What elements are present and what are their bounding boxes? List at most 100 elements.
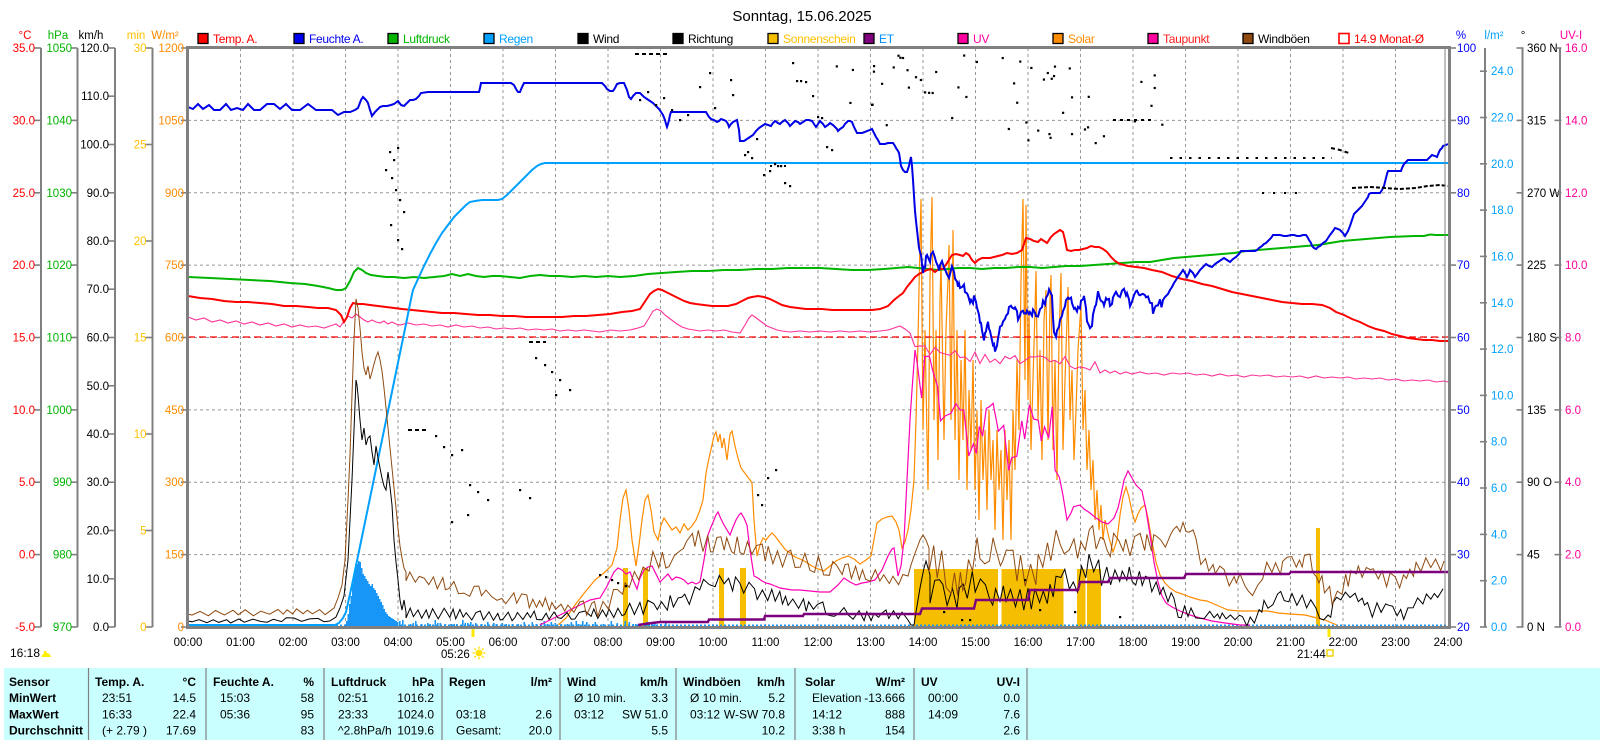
svg-text:10.0: 10.0 — [1565, 260, 1587, 272]
svg-text:16:33: 16:33 — [102, 708, 132, 722]
svg-text:20:00: 20:00 — [1224, 637, 1253, 649]
svg-text:06:00: 06:00 — [489, 637, 518, 649]
svg-text:03:12: 03:12 — [574, 708, 604, 722]
svg-text:270 W: 270 W — [1527, 188, 1560, 200]
svg-text:UV: UV — [921, 675, 938, 689]
svg-text:135: 135 — [1527, 405, 1546, 417]
svg-text:16:18: 16:18 — [10, 646, 40, 660]
svg-text:21:44: 21:44 — [1297, 649, 1326, 661]
svg-text:180 S: 180 S — [1527, 333, 1557, 345]
svg-text:30: 30 — [1457, 550, 1470, 562]
svg-text:154: 154 — [885, 724, 905, 738]
svg-text:W/m²: W/m² — [876, 675, 905, 689]
svg-text:Wind: Wind — [593, 32, 619, 46]
svg-text:2.6: 2.6 — [1003, 724, 1020, 738]
svg-text:45: 45 — [1527, 550, 1540, 562]
svg-text:83: 83 — [301, 724, 315, 738]
svg-text:09:00: 09:00 — [646, 637, 675, 649]
svg-text:1030: 1030 — [46, 188, 72, 200]
svg-text:40: 40 — [1457, 477, 1470, 489]
svg-text:W-SW 70.8: W-SW 70.8 — [724, 708, 785, 722]
svg-text:10.0: 10.0 — [13, 405, 35, 417]
svg-text:UV: UV — [973, 32, 989, 46]
svg-text:90 O: 90 O — [1527, 477, 1552, 489]
svg-text:03:12: 03:12 — [690, 708, 720, 722]
svg-text:02:00: 02:00 — [279, 637, 308, 649]
svg-text:15:03: 15:03 — [220, 691, 250, 705]
svg-text:50.0: 50.0 — [87, 381, 109, 393]
svg-text:100: 100 — [1457, 43, 1476, 55]
svg-text:0: 0 — [140, 622, 146, 634]
svg-text:Feuchte A.: Feuchte A. — [309, 32, 363, 46]
svg-text:Temp. A.: Temp. A. — [213, 32, 257, 46]
svg-text:°: ° — [1521, 30, 1526, 42]
svg-text:14:00: 14:00 — [909, 637, 938, 649]
svg-text:25.0: 25.0 — [13, 188, 35, 200]
svg-text:14.9 Monat-Ø: 14.9 Monat-Ø — [1354, 32, 1424, 46]
svg-text:1050: 1050 — [158, 115, 184, 127]
svg-text:22:00: 22:00 — [1329, 637, 1358, 649]
svg-text:1020: 1020 — [46, 260, 72, 272]
svg-text:70: 70 — [1457, 260, 1470, 272]
svg-text:970: 970 — [53, 622, 72, 634]
svg-text:%: % — [1456, 30, 1466, 42]
svg-text:60.0: 60.0 — [87, 333, 109, 345]
svg-text:05:00: 05:00 — [436, 637, 465, 649]
svg-text:0.0: 0.0 — [93, 622, 109, 634]
svg-text:1050: 1050 — [46, 43, 72, 55]
svg-text:km/h: km/h — [79, 30, 104, 42]
svg-text:30.0: 30.0 — [13, 115, 35, 127]
svg-text:11:00: 11:00 — [752, 637, 780, 649]
svg-text:80.0: 80.0 — [87, 236, 109, 248]
svg-text:Gesamt:: Gesamt: — [456, 724, 501, 738]
svg-text:14.0: 14.0 — [1491, 298, 1513, 310]
svg-text:Richtung: Richtung — [688, 32, 733, 46]
svg-text:100.0: 100.0 — [80, 140, 109, 152]
svg-text:15.0: 15.0 — [13, 333, 35, 345]
svg-text:19:00: 19:00 — [1171, 637, 1200, 649]
svg-text:6.0: 6.0 — [1565, 405, 1581, 417]
svg-text:Windböen: Windböen — [1258, 32, 1310, 46]
svg-text:-5.0: -5.0 — [15, 622, 35, 634]
svg-text:980: 980 — [53, 550, 72, 562]
svg-text:km/h: km/h — [640, 675, 668, 689]
svg-text:^2.8hPa/h: ^2.8hPa/h — [338, 724, 392, 738]
svg-text:04:00: 04:00 — [384, 637, 413, 649]
svg-text:12.0: 12.0 — [1565, 188, 1587, 200]
svg-text:6.0: 6.0 — [1491, 483, 1507, 495]
svg-text:90.0: 90.0 — [87, 188, 109, 200]
svg-text:Solar: Solar — [805, 675, 835, 689]
svg-text:300: 300 — [165, 477, 184, 489]
svg-text:80: 80 — [1457, 188, 1470, 200]
svg-text:l/m²: l/m² — [531, 675, 552, 689]
svg-text:03:18: 03:18 — [456, 708, 486, 722]
svg-text:1010: 1010 — [46, 333, 72, 345]
svg-text:30: 30 — [134, 43, 147, 55]
svg-text:17:00: 17:00 — [1066, 637, 1095, 649]
svg-text:3.3: 3.3 — [651, 691, 668, 705]
svg-text:05:36: 05:36 — [220, 708, 250, 722]
svg-text:315: 315 — [1527, 115, 1546, 127]
svg-text:40.0: 40.0 — [87, 429, 109, 441]
svg-text:2.6: 2.6 — [535, 708, 552, 722]
svg-text:20.0: 20.0 — [1491, 159, 1513, 171]
svg-text:18:00: 18:00 — [1119, 637, 1148, 649]
svg-text:Regen: Regen — [449, 675, 486, 689]
svg-text:Solar: Solar — [1068, 32, 1095, 46]
svg-text:21:00: 21:00 — [1276, 637, 1305, 649]
svg-text:(+ 2.79 ): (+ 2.79 ) — [102, 724, 147, 738]
svg-text:MinWert: MinWert — [9, 691, 56, 705]
svg-text:4.0: 4.0 — [1565, 477, 1581, 489]
svg-text:17.69: 17.69 — [166, 724, 196, 738]
svg-text:Taupunkt: Taupunkt — [1163, 32, 1210, 46]
svg-text:1040: 1040 — [46, 115, 72, 127]
svg-text:95: 95 — [301, 708, 315, 722]
svg-text:50: 50 — [1457, 405, 1470, 417]
svg-text:W/m²: W/m² — [151, 30, 179, 42]
svg-text:70.0: 70.0 — [87, 284, 109, 296]
svg-text:10:00: 10:00 — [699, 637, 728, 649]
svg-text:0.0: 0.0 — [19, 550, 35, 562]
svg-text:18.0: 18.0 — [1491, 205, 1513, 217]
svg-text:02:51: 02:51 — [338, 691, 368, 705]
svg-text:20.0: 20.0 — [529, 724, 553, 738]
